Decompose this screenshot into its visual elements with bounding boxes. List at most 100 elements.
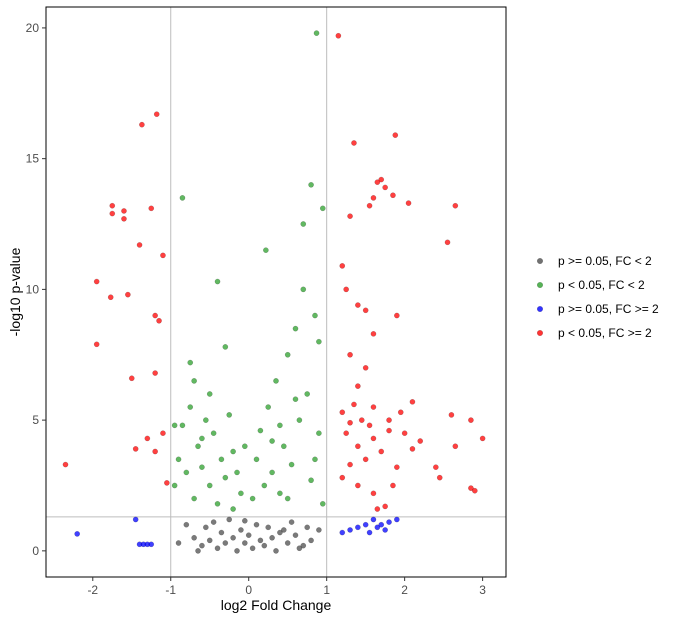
data-point (242, 517, 248, 524)
data-point (452, 202, 459, 209)
data-point (139, 121, 145, 128)
data-point (386, 427, 392, 434)
data-point (164, 480, 170, 486)
data-point (382, 527, 388, 533)
data-point (355, 302, 361, 308)
y-tick-label: 0 (32, 544, 39, 558)
data-point (277, 490, 283, 497)
data-point (316, 338, 322, 345)
data-point (339, 409, 346, 416)
data-point (148, 541, 155, 548)
data-point (409, 399, 416, 405)
y-tick-label: 10 (26, 282, 40, 296)
data-point (370, 516, 377, 523)
data-point (312, 312, 318, 319)
data-point (191, 378, 197, 384)
reference-lines (46, 7, 506, 577)
data-point (242, 443, 248, 450)
data-point (374, 506, 381, 512)
data-point (222, 344, 229, 350)
data-point (316, 430, 322, 436)
data-point (296, 417, 303, 423)
y-axis: 0 5 10 15 20 (26, 21, 46, 558)
legend-key (537, 330, 544, 337)
data-point (152, 312, 158, 319)
data-point (358, 417, 365, 423)
data-point (93, 278, 100, 285)
data-point (121, 208, 127, 214)
data-point (335, 32, 342, 39)
data-point (152, 370, 158, 376)
data-point (265, 524, 272, 531)
data-point (347, 461, 353, 468)
legend-label: p < 0.05, FC < 2 (558, 278, 645, 292)
data-point (284, 540, 291, 546)
data-point (339, 474, 346, 481)
data-point (62, 461, 69, 468)
data-point (300, 286, 307, 293)
data-point (152, 448, 158, 455)
data-point (206, 537, 213, 544)
data-point (284, 495, 291, 502)
x-tick-label: 3 (479, 583, 486, 597)
data-point (230, 534, 236, 541)
data-point (218, 529, 225, 536)
data-point (468, 485, 474, 491)
data-point (187, 404, 194, 410)
data-point (433, 464, 439, 470)
data-point (136, 242, 143, 248)
data-point (175, 456, 182, 463)
y-tick-label: 15 (26, 152, 40, 166)
data-point (444, 239, 451, 246)
data-point (160, 252, 166, 259)
data-point (308, 477, 314, 484)
data-point (125, 291, 131, 298)
data-point (261, 542, 268, 549)
data-point (218, 456, 225, 463)
data-point (203, 417, 209, 423)
data-point (183, 469, 190, 476)
legend: p >= 0.05, FC < 2 p < 0.05, FC < 2 p >= 0.… (537, 254, 659, 340)
data-point (319, 205, 326, 212)
data-point (277, 422, 283, 429)
data-point (238, 490, 244, 497)
data-point (452, 443, 459, 450)
data-point (390, 192, 396, 199)
data-point (195, 548, 201, 554)
data-point (249, 545, 256, 552)
data-point (226, 516, 233, 523)
data-point (390, 482, 396, 489)
data-point (153, 111, 160, 118)
data-point (269, 534, 275, 541)
data-point (355, 482, 361, 489)
data-point (378, 448, 385, 455)
data-point (394, 464, 400, 470)
data-point (214, 278, 221, 285)
data-point (370, 331, 377, 337)
data-point (175, 540, 182, 546)
data-point (479, 435, 486, 442)
data-point (343, 430, 349, 436)
data-point (222, 540, 229, 546)
data-point (121, 215, 127, 222)
data-point (378, 521, 385, 528)
data-point (257, 427, 264, 434)
data-point (242, 540, 248, 546)
data-point (436, 474, 443, 481)
data-point (409, 446, 416, 452)
data-point (351, 140, 357, 146)
data-point (280, 443, 287, 450)
x-tick-label: 2 (401, 583, 408, 597)
panel-background (46, 7, 506, 577)
data-point (93, 341, 100, 348)
data-point (199, 464, 205, 470)
y-axis-title: -log10 p-value (7, 247, 23, 336)
data-point (405, 200, 412, 206)
data-point (362, 456, 369, 463)
data-point (347, 527, 353, 533)
data-point (355, 524, 361, 531)
data-point (284, 351, 291, 358)
data-point (171, 482, 178, 489)
data-point (245, 532, 252, 538)
